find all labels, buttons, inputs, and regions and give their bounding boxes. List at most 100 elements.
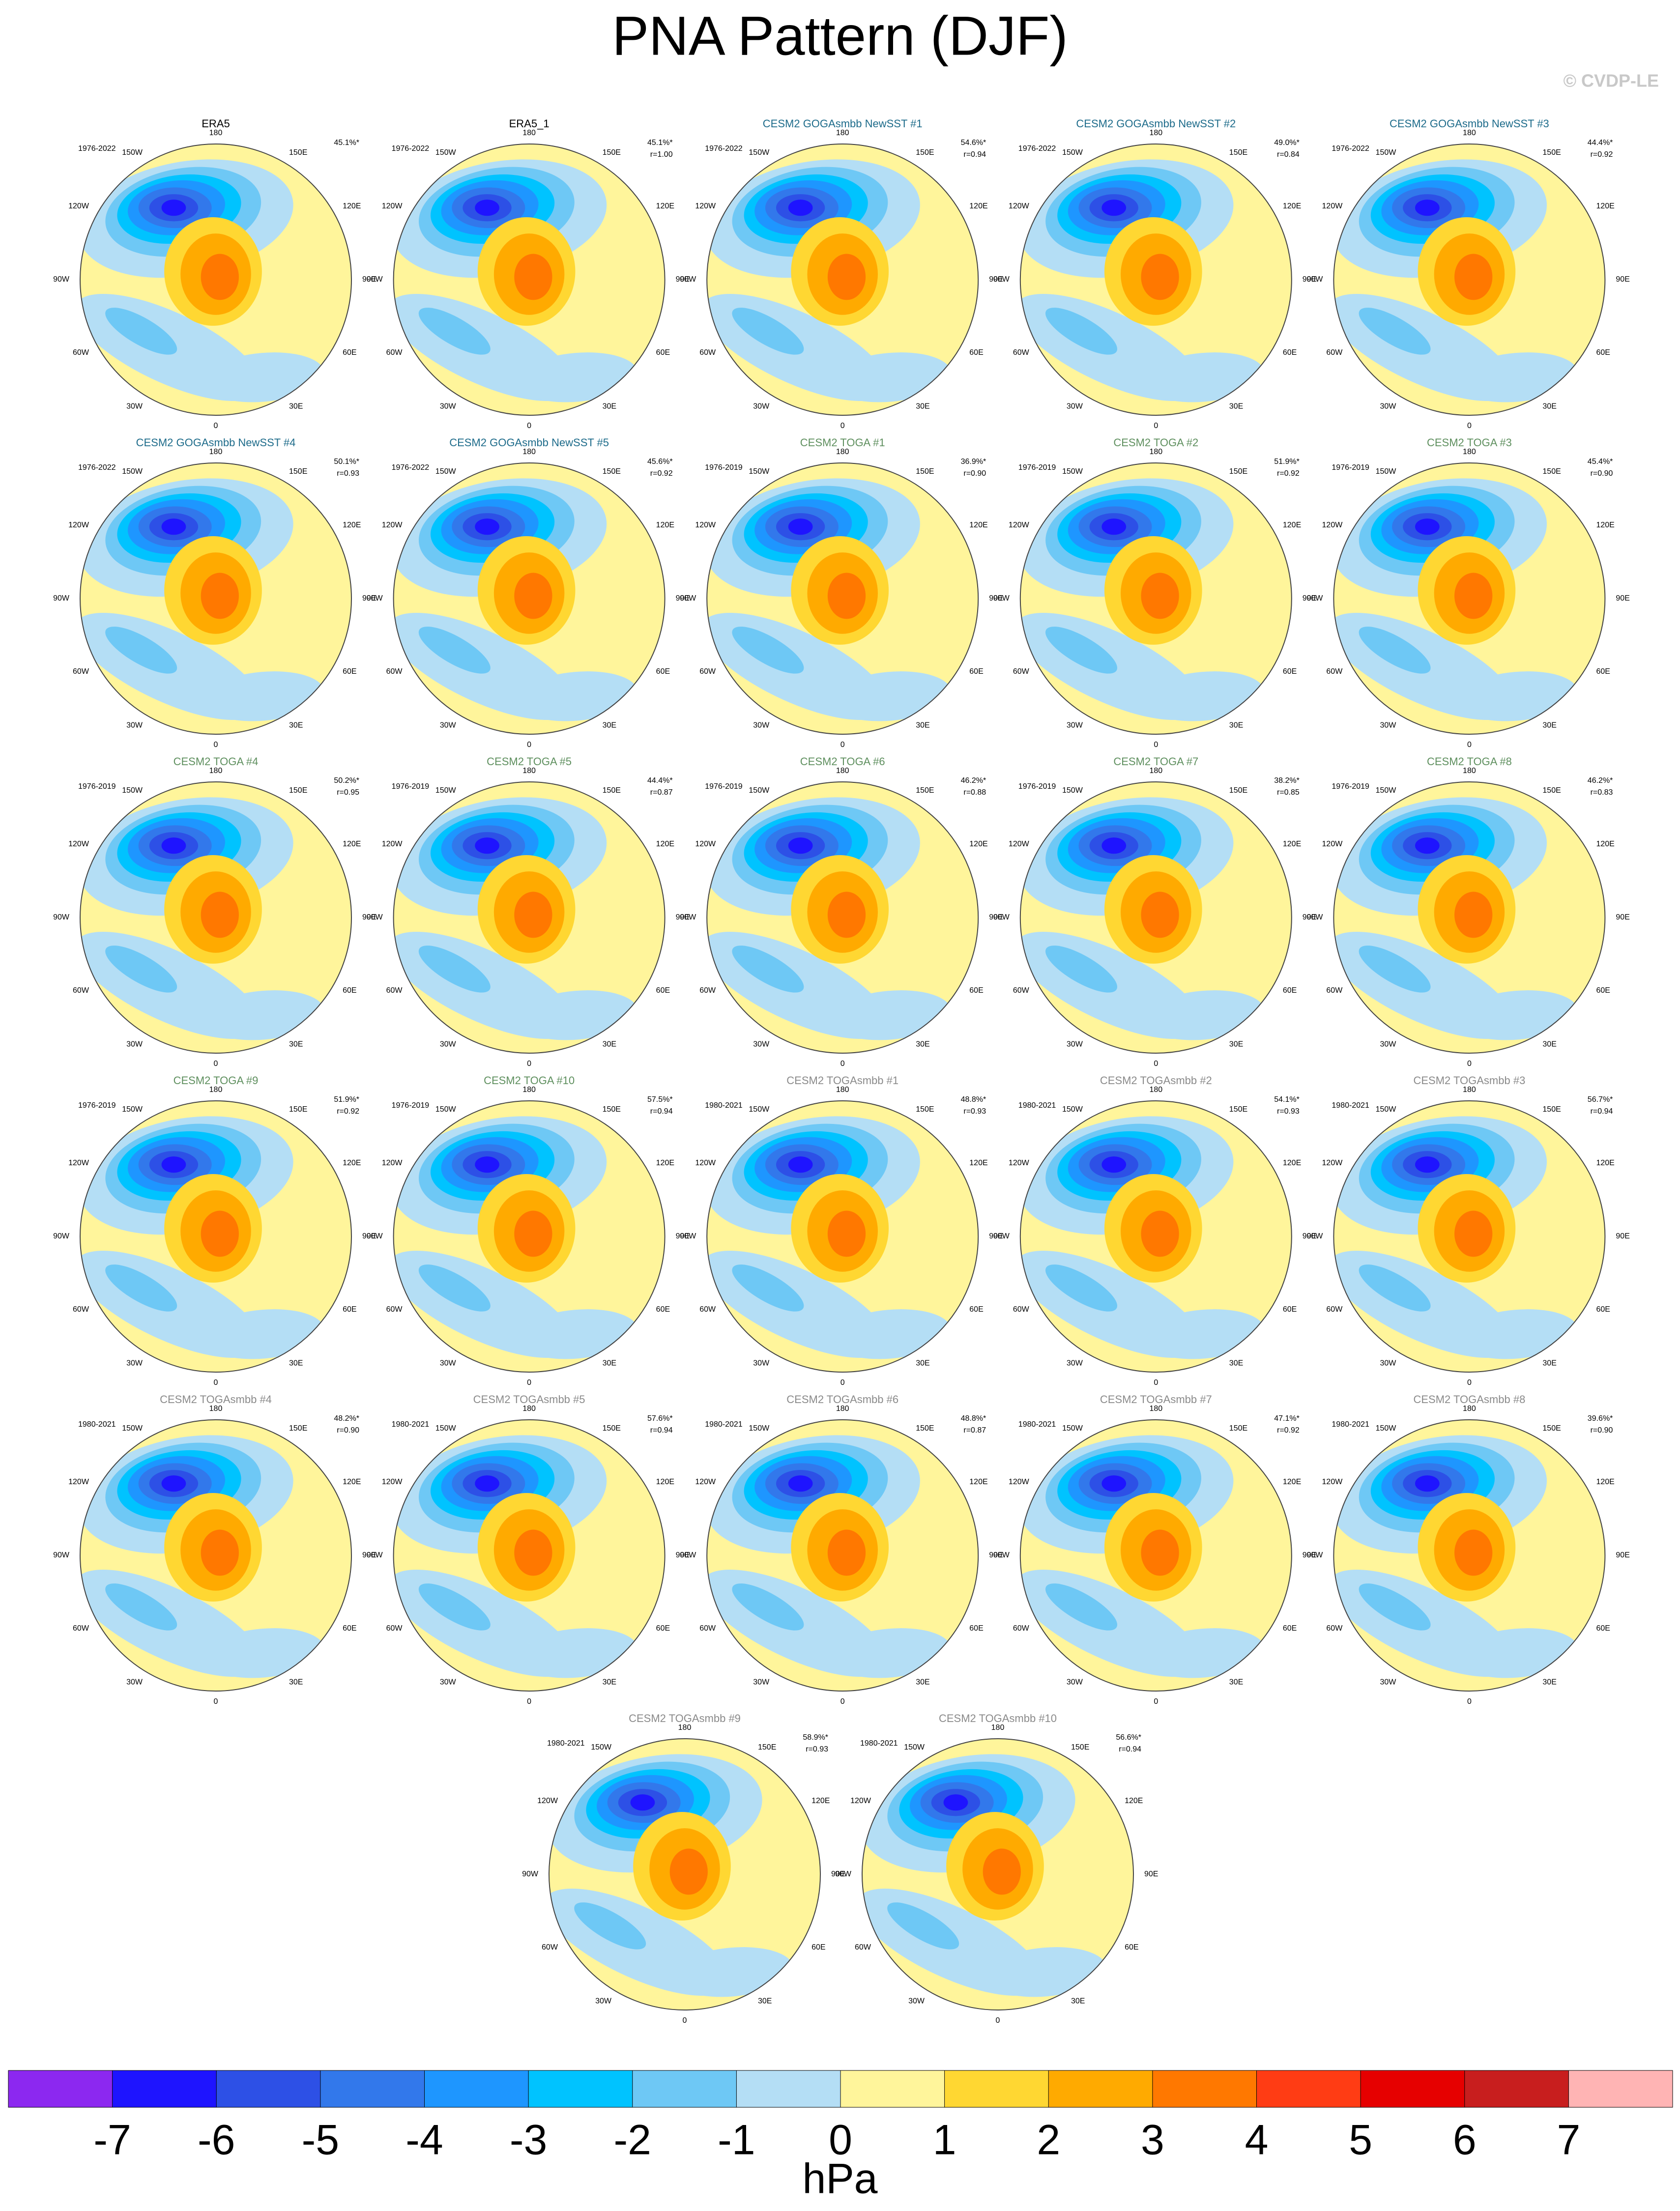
map-field <box>1020 463 1292 734</box>
map-field <box>80 463 351 734</box>
map-field <box>707 1101 979 1372</box>
longitude-label: 90E <box>989 1551 1003 1559</box>
longitude-label: 60W <box>1013 667 1030 676</box>
panel-title: CESM2 TOGA #6 <box>800 755 885 768</box>
longitude-label: 60E <box>1596 986 1610 995</box>
period: 1976-2019 <box>705 463 743 472</box>
map-border <box>80 462 352 735</box>
contour-region <box>516 990 638 1040</box>
longitude-label: 120W <box>68 840 89 848</box>
variance-explained: 50.2%* <box>334 776 359 785</box>
colorbar-box <box>424 2070 529 2107</box>
map-field <box>80 1420 351 1691</box>
colorbar-box <box>1568 2070 1673 2107</box>
longitude-label: 60W <box>386 1624 403 1633</box>
longitude-label: 60E <box>1283 986 1297 995</box>
longitude-label: 30W <box>126 1040 143 1048</box>
longitude-label: 30E <box>289 1040 303 1048</box>
contour-region <box>788 837 813 854</box>
contour-region <box>1456 352 1578 402</box>
contour-region <box>475 1475 499 1492</box>
pattern-correlation: r=0.94 <box>650 1107 673 1116</box>
period: 1980-2021 <box>1332 1420 1369 1429</box>
longitude-label: 60E <box>1596 667 1610 676</box>
longitude-label: 150W <box>749 1424 770 1433</box>
panel-title: CESM2 TOGA #10 <box>484 1074 575 1087</box>
period: 1976-2019 <box>1332 782 1369 791</box>
longitude-label: 120W <box>695 202 716 210</box>
longitude-label: 0 <box>1467 422 1472 430</box>
longitude-label: 30W <box>1067 1040 1083 1048</box>
longitude-label: 120W <box>1009 202 1030 210</box>
longitude-label: 150W <box>749 148 770 157</box>
pattern-correlation: r=0.93 <box>1277 1107 1300 1116</box>
longitude-label: 90W <box>835 1870 852 1878</box>
map-panel: CESM2 TOGAsmbb #2 1980-2021 54.1%* r=0.93 18… <box>993 1074 1316 1387</box>
contour-region <box>202 352 324 402</box>
longitude-label: 0 <box>1154 422 1158 430</box>
longitude-label: 90W <box>53 275 70 284</box>
contour-region <box>1045 946 1118 993</box>
longitude-label: 180 <box>1149 129 1162 137</box>
longitude-label: 180 <box>1463 448 1476 456</box>
colorbar-tick-label: -7 <box>93 2117 131 2164</box>
longitude-label: 30W <box>1067 1678 1083 1686</box>
longitude-label: 30E <box>1229 721 1243 729</box>
map-border <box>80 1419 352 1692</box>
longitude-label: 90E <box>1303 1551 1316 1559</box>
contour-region <box>105 308 177 355</box>
longitude-label: 60E <box>656 348 670 357</box>
longitude-label: 180 <box>209 1086 223 1094</box>
contour-region <box>630 1794 655 1811</box>
map-panel: CESM2 TOGA #2 1976-2019 51.9%* r=0.92 180 150… <box>993 436 1316 749</box>
contour-region <box>1045 1583 1118 1631</box>
contour-region <box>1142 1628 1265 1678</box>
longitude-label: 150E <box>1229 1105 1247 1114</box>
longitude-label: 30E <box>916 721 929 729</box>
colorbar-tick-label: -4 <box>406 2117 443 2164</box>
variance-explained: 46.2%* <box>961 776 986 785</box>
longitude-label: 120W <box>695 1159 716 1167</box>
longitude-label: 60W <box>386 667 403 676</box>
longitude-label: 60W <box>1013 348 1030 357</box>
longitude-label: 180 <box>1463 1405 1476 1413</box>
map-panel: CESM2 GOGAsmbb NewSST #5 1976-2022 45.6%* r… <box>367 436 690 749</box>
colorbar-tick-label: -5 <box>302 2117 339 2164</box>
colorbar-box <box>1048 2070 1153 2107</box>
longitude-label: 90W <box>680 913 696 921</box>
contour-region <box>827 1210 866 1257</box>
longitude-label: 60W <box>699 1624 716 1633</box>
map-field <box>393 782 665 1053</box>
variance-explained: 45.1%* <box>334 139 359 147</box>
longitude-label: 90W <box>1306 1551 1323 1559</box>
longitude-label: 60W <box>386 348 403 357</box>
period: 1980-2021 <box>1018 1420 1056 1429</box>
pattern-correlation: r=0.90 <box>337 1426 359 1435</box>
longitude-label: 150E <box>603 786 621 795</box>
variance-explained: 46.2%* <box>1588 776 1613 785</box>
pattern-correlation: r=0.95 <box>337 788 359 797</box>
colorbar-tick-label: 6 <box>1453 2117 1477 2164</box>
longitude-label: 120E <box>1125 1797 1143 1805</box>
longitude-label: 120W <box>1322 1159 1343 1167</box>
map-border <box>1019 1419 1292 1692</box>
longitude-label: 120W <box>382 1159 403 1167</box>
longitude-label: 150W <box>1062 467 1083 476</box>
longitude-label: 30W <box>440 1678 457 1686</box>
contour-region <box>827 254 866 300</box>
longitude-label: 120E <box>969 202 987 210</box>
longitude-label: 30E <box>1071 1997 1085 2005</box>
longitude-label: 60W <box>73 1305 89 1314</box>
longitude-label: 60E <box>656 986 670 995</box>
longitude-label: 90E <box>676 275 690 284</box>
panel-title: CESM2 TOGAsmbb #9 <box>629 1712 741 1724</box>
panel-title: CESM2 TOGAsmbb #1 <box>786 1074 898 1087</box>
contour-region <box>1142 1309 1265 1359</box>
longitude-label: 90W <box>1306 275 1323 284</box>
longitude-label: 60E <box>656 667 670 676</box>
map-panel: CESM2 TOGA #3 1976-2019 45.4%* r=0.90 180 150… <box>1306 436 1629 749</box>
longitude-label: 0 <box>1154 741 1158 749</box>
longitude-label: 150W <box>435 1424 457 1433</box>
map-border <box>549 1738 821 2010</box>
longitude-label: 150W <box>122 1105 143 1114</box>
